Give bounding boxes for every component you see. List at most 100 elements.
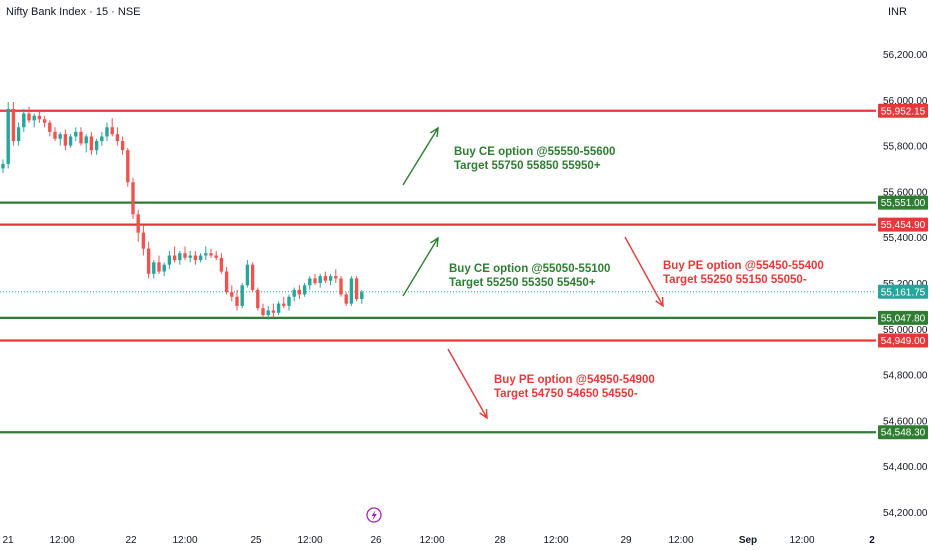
last-price-tag (878, 284, 928, 299)
annotation-pe-upper-line2: Target 55250 55150 55050- (663, 274, 807, 286)
candle-body (308, 278, 312, 286)
candle-body (32, 115, 36, 121)
candle-body (74, 131, 78, 137)
candle-body (126, 150, 130, 183)
candle-body (204, 253, 208, 256)
candle-body (115, 134, 120, 142)
x-axis-tick: Sep (739, 535, 757, 546)
candle-body (240, 285, 244, 306)
candle-body (48, 122, 52, 132)
arrow-ce-upper-head (430, 126, 439, 138)
annotation-ce-upper: Buy CE option @55550-55600 Target 55750 … (454, 145, 615, 173)
candle-body (183, 253, 187, 258)
candle-body (94, 141, 99, 151)
candle-body (214, 255, 218, 258)
candle-body (110, 127, 114, 135)
candle-body (292, 289, 296, 297)
candle-body (167, 255, 172, 265)
level-price-tag (878, 333, 928, 348)
y-axis-tick: 54,800.00 (883, 371, 928, 382)
candle-body (188, 255, 192, 258)
annotation-ce-upper-line1: Buy CE option @55550-55600 (454, 146, 616, 158)
arrow-pe-upper-head (655, 296, 664, 308)
x-axis-tick: 26 (370, 535, 382, 546)
y-axis-tick: 54,400.00 (883, 462, 928, 473)
currency-label: INR (888, 6, 907, 18)
arrow-ce-lower-head (430, 236, 439, 248)
last-price-label: 55,161.75 (881, 287, 926, 298)
candle-body (235, 296, 239, 306)
candle-body (68, 136, 73, 146)
candle-body (323, 276, 328, 281)
candle-body (178, 253, 182, 261)
y-axis-tick: 54,200.00 (883, 508, 928, 519)
candle-body (209, 253, 213, 256)
candle-body (282, 303, 286, 306)
candle-body (1, 163, 5, 169)
annotation-ce-lower-line1: Buy CE option @55050-55100 (449, 263, 611, 275)
y-axis-tick: 56,000.00 (883, 96, 928, 107)
candle-body (328, 276, 333, 281)
candle-body (63, 134, 68, 146)
candle-body (271, 310, 276, 313)
candle-body (261, 308, 265, 316)
candle-body (141, 232, 146, 249)
candle-body (100, 136, 104, 142)
candle-body (349, 278, 354, 304)
candle-body (297, 289, 302, 295)
level-price-label: 55,047.80 (881, 313, 926, 324)
annotation-ce-lower-line2: Target 55250 55350 55450+ (449, 277, 596, 289)
chart-title: Nifty Bank Index · 15 · NSE (6, 6, 141, 18)
candle-body (131, 182, 135, 215)
candle-body (6, 108, 10, 164)
y-axis-tick: 56,200.00 (883, 50, 928, 61)
annotation-pe-lower: Buy PE option @54950-54900 Target 54750 … (494, 373, 655, 401)
candle-body (136, 214, 140, 233)
candle-body (360, 292, 364, 300)
level-price-tag (878, 103, 928, 118)
y-axis-tick: 55,400.00 (883, 233, 928, 244)
candle-body (42, 119, 47, 123)
lightning-icon (371, 510, 377, 521)
candle-body (245, 264, 250, 286)
level-price-label: 55,551.00 (881, 198, 926, 209)
candle-body (37, 115, 42, 120)
x-axis-tick: 22 (125, 535, 137, 546)
x-axis-tick: 12:00 (297, 535, 322, 546)
candle-body (334, 276, 338, 279)
candle-body (162, 264, 166, 272)
x-axis-tick: 25 (250, 535, 262, 546)
arrow-pe-lower-head (479, 408, 488, 420)
annotation-pe-upper-line1: Buy PE option @55450-55400 (663, 260, 824, 272)
candle-body (79, 131, 83, 144)
annotation-pe-lower-line2: Target 54750 54650 54550- (494, 388, 638, 400)
candle-body (230, 292, 234, 297)
x-axis-tick: 12:00 (789, 535, 814, 546)
annotation-pe-upper: Buy PE option @55450-55400 Target 55250 … (663, 259, 824, 287)
candle-body (157, 262, 161, 272)
candle-body (313, 278, 317, 283)
candle-body (250, 264, 255, 290)
level-price-label: 54,548.30 (881, 428, 926, 439)
y-axis-tick: 55,000.00 (883, 325, 928, 336)
x-axis-tick: 21 (2, 535, 14, 546)
candle-body (11, 108, 16, 142)
level-price-tag (878, 310, 928, 325)
candle-body (256, 289, 260, 309)
candle-body (198, 255, 203, 261)
candle-body (172, 255, 177, 261)
candle-body (120, 141, 125, 151)
candle-body (27, 113, 31, 121)
y-axis-tick: 55,800.00 (883, 142, 928, 153)
candle-body (193, 255, 198, 261)
x-axis-tick: 12:00 (49, 535, 74, 546)
annotation-ce-lower: Buy CE option @55050-55100 Target 55250 … (449, 262, 610, 290)
candle-body (219, 257, 224, 272)
arrow-ce-upper (402, 127, 439, 186)
level-price-label: 55,952.15 (881, 106, 926, 117)
candle-body (146, 248, 151, 274)
candle-body (302, 285, 307, 295)
candle-body (89, 136, 94, 151)
